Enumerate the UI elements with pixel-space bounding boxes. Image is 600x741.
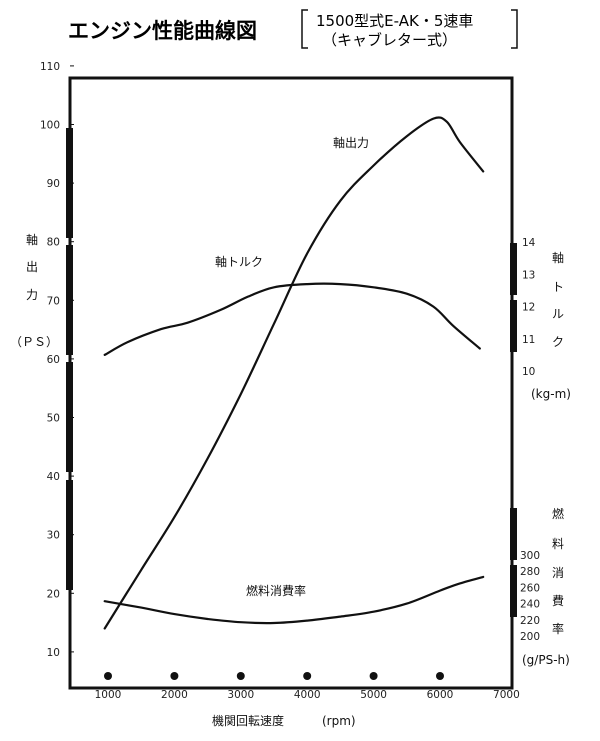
torque-axis-band-2: [510, 300, 517, 352]
x-tick-label: 1000: [95, 689, 122, 701]
chart-subtitle-line-2: （キャブレター式）: [322, 31, 457, 49]
fuel-tick-label: 300: [520, 550, 540, 562]
fuel-axis-band-1: [510, 508, 517, 560]
x-axis-label: 機関回転速度: [212, 713, 284, 728]
power-tick-label: 90: [47, 178, 60, 190]
fuel-axis-label-char-5: 率: [552, 621, 564, 636]
x-tick-label: 4000: [294, 689, 321, 701]
torque-axis-label-char-2: ト: [552, 280, 564, 294]
x-tick-label: 2000: [161, 689, 188, 701]
torque-axis-band-1: [510, 243, 517, 295]
rpm-marker-dot: [170, 672, 179, 680]
performance-curves: [103, 116, 485, 630]
power-tick-label: 30: [47, 530, 60, 542]
fuel-axis-unit: (g/PS-h): [522, 653, 570, 667]
subtitle-right-bracket: [511, 9, 518, 49]
x-tick-label: 6000: [427, 689, 454, 701]
torque-curve: [103, 282, 481, 356]
power-tick-label: 110: [40, 61, 60, 73]
power-axis-band-2: [66, 245, 73, 355]
power-tick-label: 20: [47, 588, 60, 600]
power-axis-ticks: 10 20 30 40 50 60 70 80 90 100 110: [40, 61, 74, 659]
power-axis-band-3: [66, 362, 73, 472]
fuel-tick-label: 200: [520, 631, 540, 643]
chart-title: エンジン性能曲線図: [68, 19, 257, 43]
power-axis-band-4: [66, 480, 73, 590]
x-axis-ticks: 1000 2000 3000 4000 5000 6000 7000: [95, 689, 520, 701]
x-axis-unit: (rpm): [322, 714, 356, 728]
torque-axis-label-char-4: ク: [552, 335, 564, 349]
torque-tick-label: 11: [522, 334, 535, 346]
power-tick-label: 10: [47, 647, 60, 659]
power-curve: [103, 116, 485, 630]
rpm-marker-dot: [236, 672, 245, 680]
torque-axis-unit: (kg-m): [531, 387, 571, 401]
fuel-axis-label-char-4: 費: [552, 593, 564, 608]
fuel-tick-label: 240: [520, 599, 540, 611]
torque-tick-label: 12: [522, 302, 535, 314]
rpm-marker-dot: [303, 672, 312, 680]
x-tick-label: 7000: [493, 689, 520, 701]
power-tick-label: 100: [40, 120, 60, 132]
torque-tick-label: 13: [522, 269, 535, 281]
x-axis-markers: [104, 672, 444, 680]
fuel-tick-label: 280: [520, 566, 540, 578]
torque-axis-label-char-1: 軸: [552, 251, 564, 265]
torque-tick-label: 14: [522, 237, 536, 249]
torque-tick-label: 10: [522, 366, 535, 378]
power-tick-label: 70: [47, 295, 60, 307]
x-tick-label: 3000: [227, 689, 254, 701]
fuel-tick-label: 260: [520, 582, 540, 594]
power-axis-band-1: [66, 128, 73, 238]
power-curve-label: 軸出力: [333, 136, 369, 150]
x-tick-label: 5000: [360, 689, 387, 701]
power-tick-label: 50: [47, 413, 60, 425]
fuel-tick-label: 220: [520, 615, 540, 627]
subtitle-left-bracket: [301, 9, 308, 49]
fuel-curve: [103, 575, 485, 625]
torque-axis-label-char-3: ル: [552, 307, 564, 321]
rpm-marker-dot: [369, 672, 378, 680]
torque-axis-ticks: 10 11 12 13 14: [522, 237, 536, 378]
power-tick-label: 80: [47, 237, 60, 249]
power-axis-label-char-3: 力: [26, 288, 38, 302]
fuel-axis-ticks: 200 220 240 260 280 300: [520, 550, 540, 643]
power-axis-unit: （ＰＳ）: [10, 335, 58, 349]
fuel-axis-band-2: [510, 565, 517, 617]
fuel-axis-label-char-3: 消: [552, 566, 564, 580]
torque-curve-label: 軸トルク: [215, 255, 263, 269]
power-axis-label-char-2: 出: [26, 260, 38, 274]
fuel-axis-label-char-1: 燃: [552, 506, 564, 521]
power-axis-label-char-1: 軸: [26, 233, 38, 247]
fuel-curve-label: 燃料消費率: [246, 583, 306, 598]
rpm-marker-dot: [104, 672, 112, 680]
fuel-axis-label-char-2: 料: [552, 537, 564, 551]
rpm-marker-dot: [436, 672, 444, 680]
power-tick-label: 40: [47, 471, 60, 483]
chart-subtitle-line-1: 1500型式E-AK・5速車: [316, 12, 473, 30]
power-tick-label: 60: [47, 354, 60, 366]
